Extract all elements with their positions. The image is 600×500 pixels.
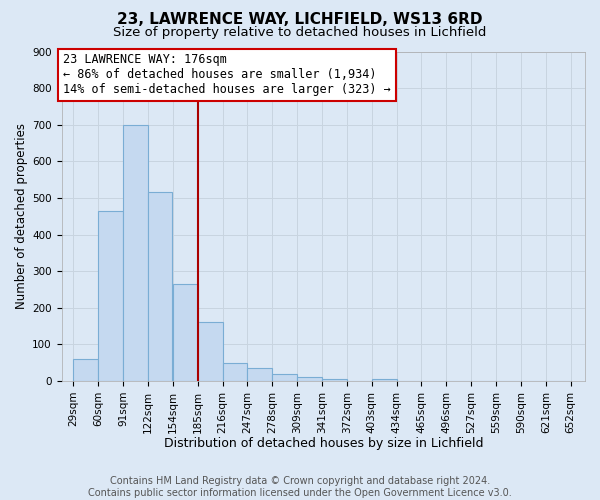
Bar <box>123 124 148 381</box>
Bar <box>322 379 347 381</box>
Bar <box>98 211 123 381</box>
Bar <box>247 368 272 381</box>
Bar <box>297 378 322 381</box>
Bar <box>272 374 297 381</box>
Text: Contains HM Land Registry data © Crown copyright and database right 2024.
Contai: Contains HM Land Registry data © Crown c… <box>88 476 512 498</box>
Text: 23 LAWRENCE WAY: 176sqm
← 86% of detached houses are smaller (1,934)
14% of semi: 23 LAWRENCE WAY: 176sqm ← 86% of detache… <box>63 54 391 96</box>
Text: 23, LAWRENCE WAY, LICHFIELD, WS13 6RD: 23, LAWRENCE WAY, LICHFIELD, WS13 6RD <box>117 12 483 28</box>
Bar <box>173 284 198 381</box>
Bar <box>198 322 223 381</box>
Bar <box>73 359 98 381</box>
Bar <box>372 379 397 381</box>
Bar <box>148 192 172 381</box>
Bar <box>223 364 247 381</box>
X-axis label: Distribution of detached houses by size in Lichfield: Distribution of detached houses by size … <box>164 437 483 450</box>
Text: Size of property relative to detached houses in Lichfield: Size of property relative to detached ho… <box>113 26 487 39</box>
Y-axis label: Number of detached properties: Number of detached properties <box>15 123 28 309</box>
